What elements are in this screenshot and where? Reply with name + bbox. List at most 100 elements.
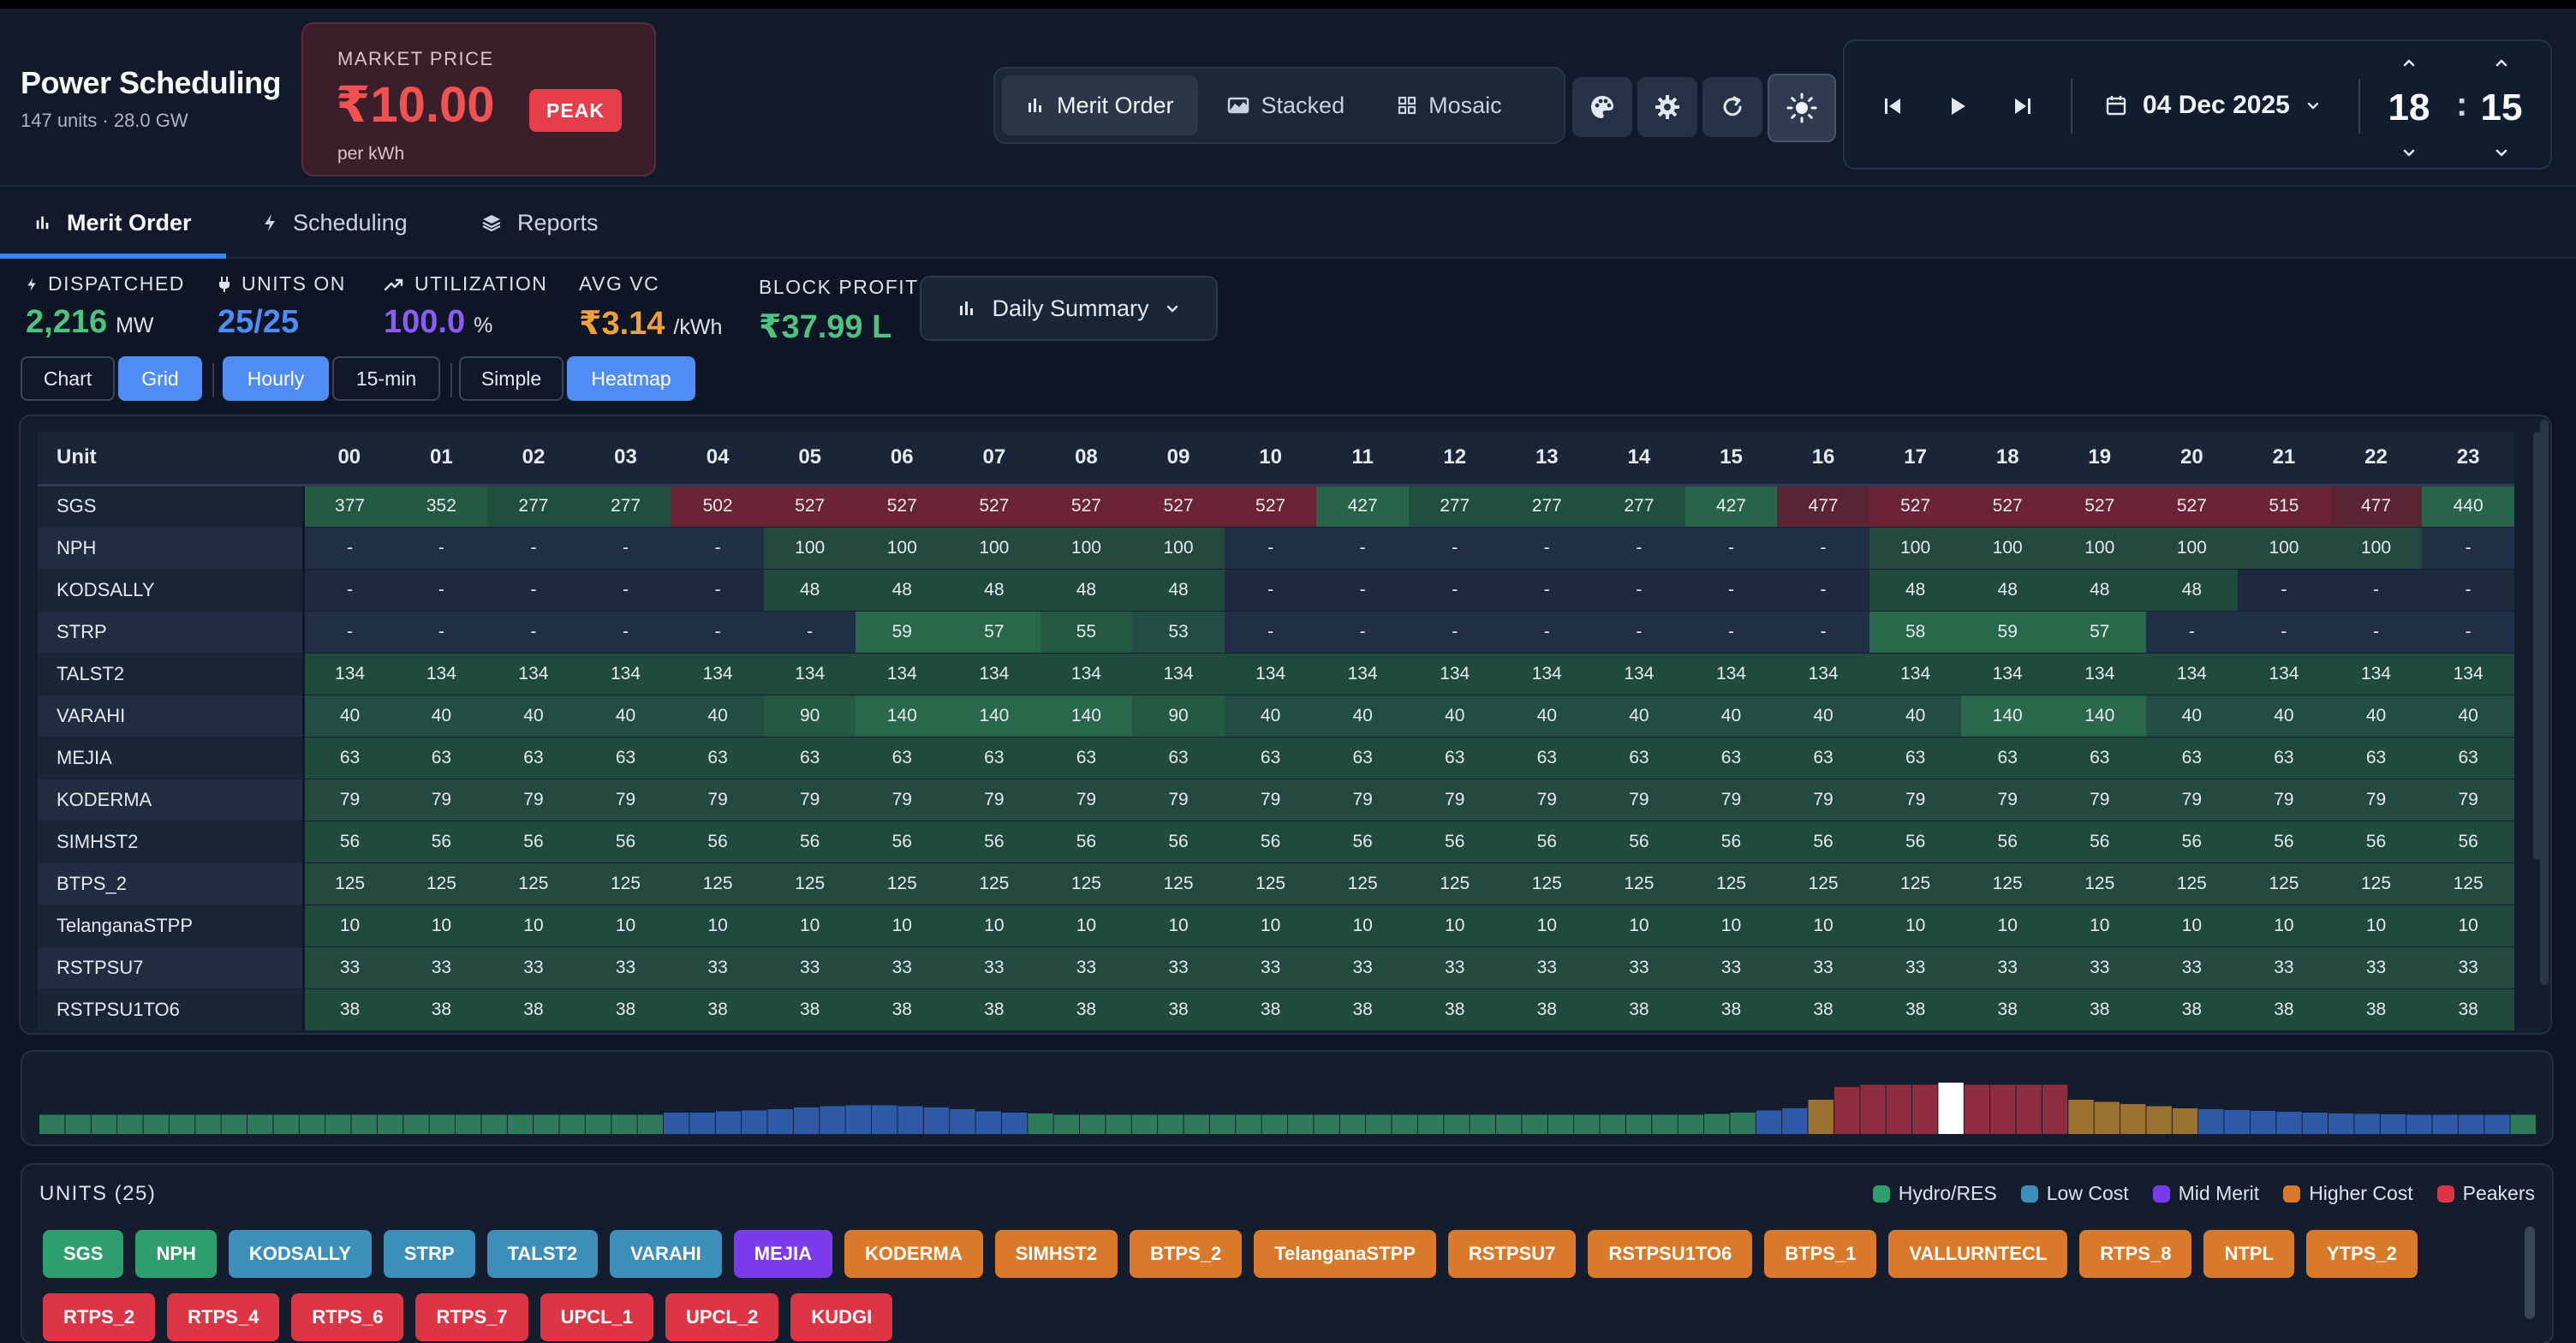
heatmap-cell[interactable]: 33 [579,946,672,989]
heatmap-cell[interactable]: 33 [303,946,396,989]
heatmap-cell[interactable]: 38 [395,988,488,1031]
chevron-up-icon[interactable] [2400,57,2418,69]
price-block-bar[interactable] [351,1114,377,1135]
heatmap-cell[interactable]: - [487,569,580,612]
heatmap-cell[interactable]: 48 [1132,569,1225,612]
heatmap-cell[interactable]: 100 [2145,527,2239,570]
heatmap-cell[interactable]: - [2422,569,2514,612]
hourly-toggle[interactable]: Hourly [223,356,329,401]
heatmap-cell[interactable]: 10 [1316,904,1409,947]
price-block-bar[interactable] [1782,1108,1808,1134]
heatmap-cell[interactable]: - [487,527,580,570]
heatmap-cell[interactable]: 100 [763,527,856,570]
unit-chip[interactable]: SGS [43,1230,124,1278]
heatmap-cell[interactable]: 56 [948,821,1041,863]
heatmap-cell[interactable]: 63 [763,737,856,779]
heatmap-cell[interactable]: 125 [2145,863,2239,905]
heatmap-cell[interactable]: 79 [1224,779,1317,821]
heatmap-cell[interactable]: - [1224,569,1317,612]
price-block-bar[interactable] [195,1114,221,1135]
heatmap-cell[interactable]: 56 [1593,821,1685,863]
heatmap-cell[interactable]: 10 [1408,904,1501,947]
heatmap-cell[interactable]: 79 [1040,779,1133,821]
heatmap-cell[interactable]: 79 [1500,779,1594,821]
heatmap-cell[interactable]: 59 [856,611,949,654]
heatmap-cell[interactable]: 79 [763,779,856,821]
heatmap-cell[interactable]: 33 [1224,946,1317,989]
heatmap-cell[interactable]: 527 [948,485,1041,528]
heatmap-cell[interactable]: 38 [1316,988,1409,1031]
heatmap-cell[interactable]: 63 [2145,737,2239,779]
unit-chip[interactable]: TALST2 [486,1230,599,1278]
heatmap-cell[interactable]: 38 [1500,988,1594,1031]
price-block-bar[interactable] [1964,1084,1990,1135]
daily-summary-dropdown[interactable]: Daily Summary [920,276,1218,341]
price-block-bar[interactable] [1366,1114,1392,1135]
heatmap-cell[interactable]: 527 [2053,485,2146,528]
price-block-bar[interactable] [403,1114,429,1135]
price-block-bar[interactable] [2042,1084,2068,1135]
price-block-bar[interactable] [950,1109,975,1134]
unit-chip[interactable]: BTPS_2 [1130,1230,1243,1278]
heatmap-cell[interactable]: - [1316,611,1409,654]
chevron-down-icon[interactable] [2400,147,2418,159]
heatmap-cell[interactable]: 134 [1316,653,1409,695]
heatmap-cell[interactable]: 33 [948,946,1041,989]
heatmap-cell[interactable]: 100 [2238,527,2330,570]
heatmap-cell[interactable]: 40 [1685,695,1778,737]
heatmap-cell[interactable]: 40 [1500,695,1594,737]
heatmap-cell[interactable]: - [671,527,764,570]
heatmap-cell[interactable]: - [2422,611,2514,654]
heatmap-cell[interactable]: 48 [763,569,856,612]
price-block-bar[interactable] [2458,1114,2484,1135]
heatmap-cell[interactable]: 134 [1408,653,1501,695]
heatmap-cell[interactable]: 134 [1593,653,1685,695]
heatmap-cell[interactable]: 79 [579,779,672,821]
heatmap-cell[interactable]: 40 [2145,695,2239,737]
unit-chip[interactable]: YTPS_2 [2305,1230,2418,1278]
heatmap-cell[interactable]: 140 [856,695,949,737]
heatmap-cell[interactable]: - [2145,611,2239,654]
heatmap-cell[interactable]: - [395,569,488,612]
price-block-bar[interactable] [1106,1114,1131,1135]
price-block-bar[interactable] [247,1114,273,1135]
heatmap-cell[interactable]: 63 [1224,737,1317,779]
settings-button[interactable] [1637,77,1697,137]
heatmap-cell[interactable]: 277 [579,485,672,528]
heatmap-cell[interactable]: 33 [763,946,856,989]
page-scrollbar[interactable] [2540,420,2549,985]
heatmap-cell[interactable]: - [1316,527,1409,570]
heatmap-cell[interactable]: 10 [1500,904,1594,947]
heatmap-cell[interactable]: 38 [1777,988,1869,1031]
heatmap-cell[interactable]: 40 [487,695,580,737]
heatmap-cell[interactable]: 134 [487,653,580,695]
unit-chip[interactable]: SIMHST2 [994,1230,1118,1278]
heatmap-cell[interactable]: 33 [2053,946,2146,989]
price-block-bar[interactable] [1158,1114,1184,1135]
unit-chip[interactable]: KODSALLY [228,1230,372,1278]
heatmap-cell[interactable]: 134 [395,653,488,695]
price-block-bar[interactable] [1131,1114,1158,1135]
heatmap-cell[interactable]: 56 [1500,821,1594,863]
unit-chip[interactable]: VARAHI [610,1230,722,1278]
unit-chip[interactable]: RTPS_6 [291,1293,404,1341]
price-block-bar[interactable] [1053,1114,1079,1135]
heatmap-cell[interactable]: 58 [1869,611,1962,654]
date-picker[interactable]: 04 Dec 2025 [2105,84,2321,127]
heatmap-cell[interactable]: 33 [2422,946,2514,989]
heatmap-cell[interactable]: 502 [671,485,764,528]
heatmap-cell[interactable]: - [395,527,488,570]
heatmap-cell[interactable]: 277 [1500,485,1594,528]
skip-forward-button[interactable] [2006,89,2040,123]
heatmap-cell[interactable]: 33 [1685,946,1778,989]
heatmap-cell[interactable]: 63 [2329,737,2423,779]
heatmap-cell[interactable]: 33 [671,946,764,989]
heatmap-cell[interactable]: 10 [1869,904,1962,947]
price-block-bar[interactable] [2510,1114,2536,1135]
heatmap-cell[interactable]: 63 [948,737,1041,779]
heatmap-cell[interactable]: 277 [1593,485,1685,528]
price-block-bar[interactable] [767,1109,793,1134]
heatmap-cell[interactable]: 134 [579,653,672,695]
heatmap-cell[interactable]: 10 [1040,904,1133,947]
price-block-bar[interactable] [559,1114,585,1135]
